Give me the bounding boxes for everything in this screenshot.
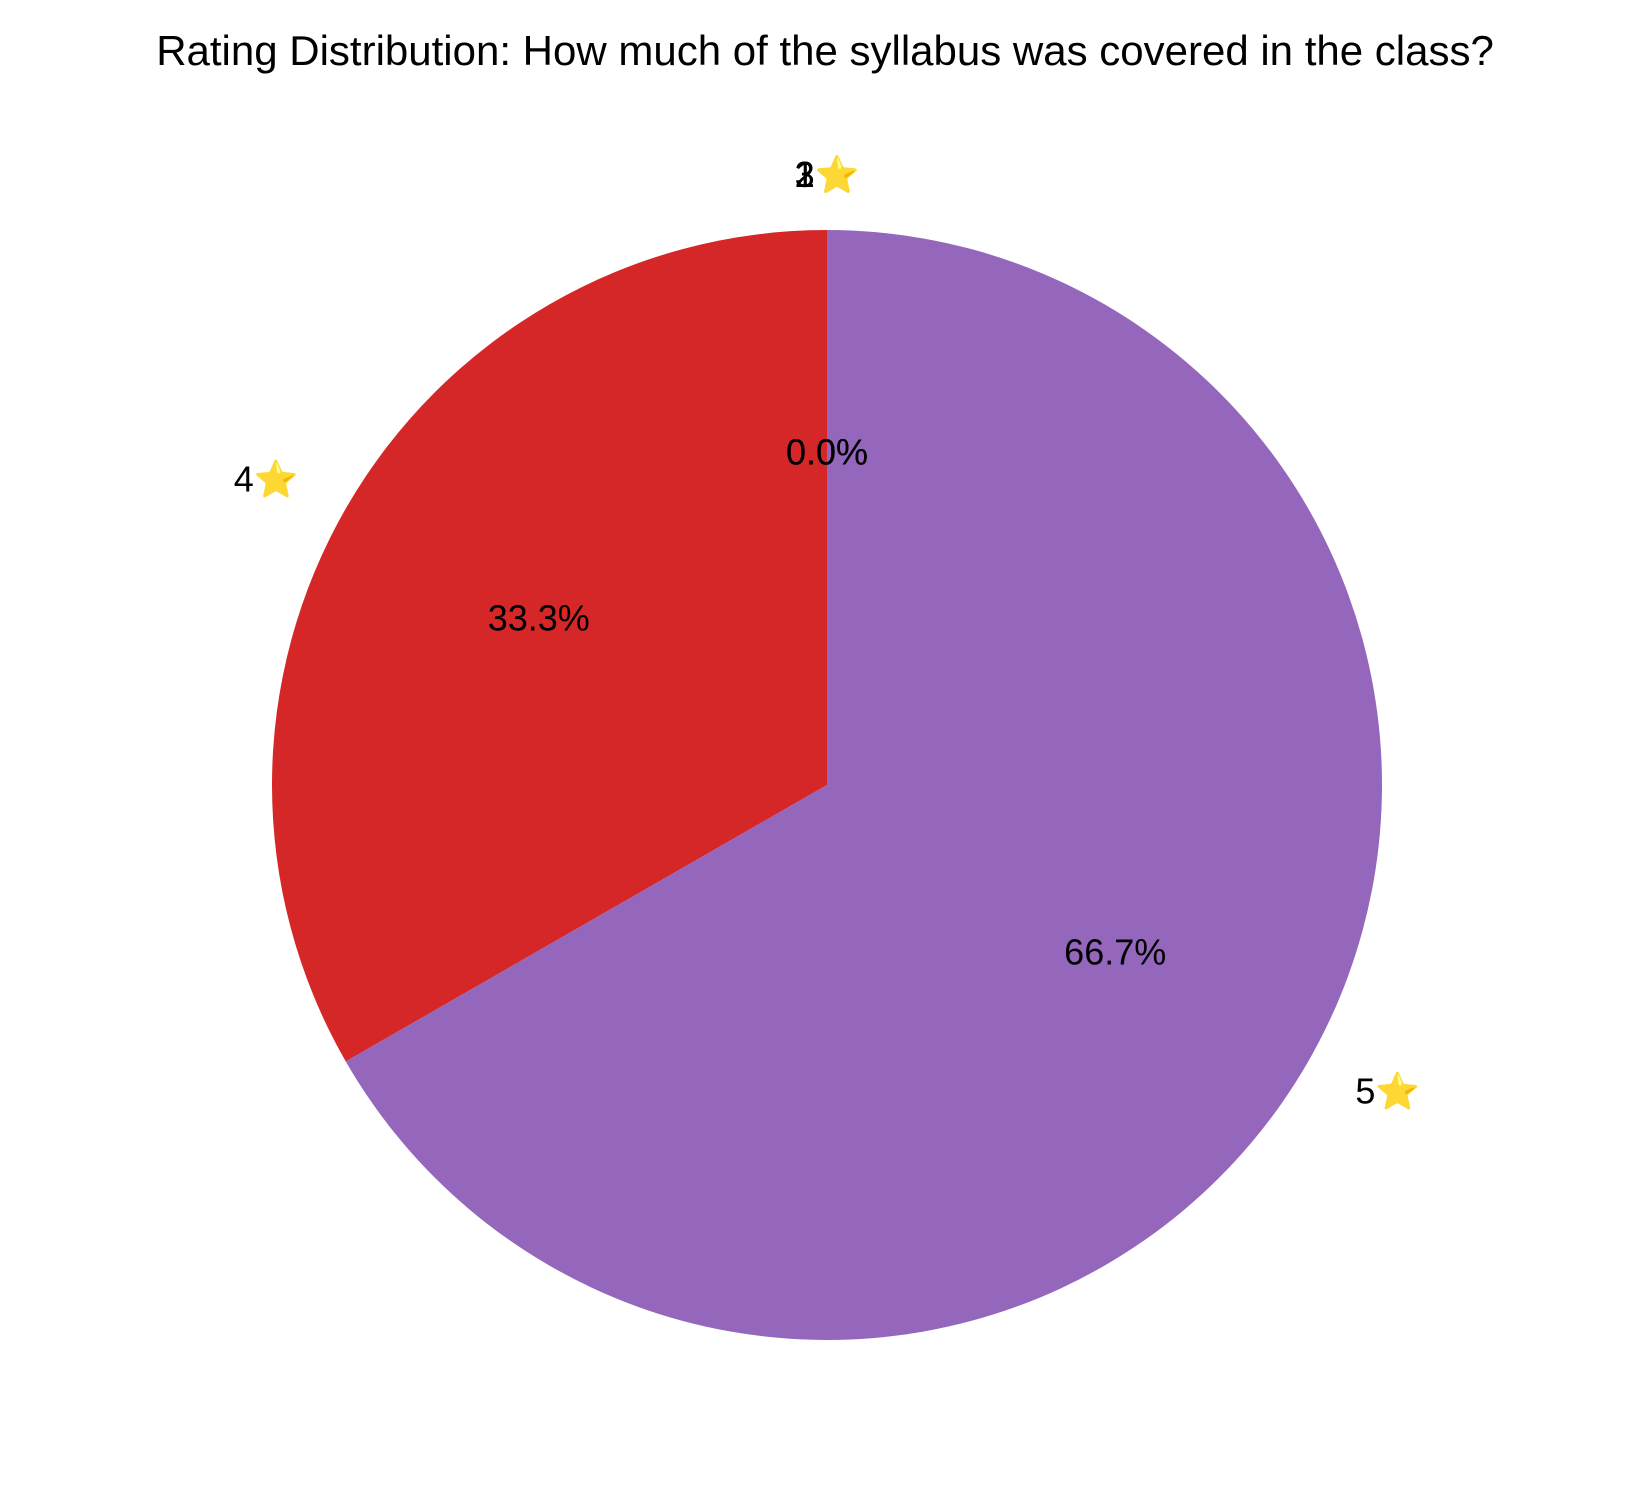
pie-percent-label-1: 0.0%	[786, 432, 868, 473]
pie-percent-label-4: 33.3%	[488, 598, 590, 639]
pie-percent-label-3: 0.0%	[786, 432, 868, 473]
pie-category-label-5: 5⭐	[1355, 1070, 1420, 1111]
pie-slice-5	[345, 230, 1383, 1340]
pie-percent-label-5: 66.7%	[1064, 931, 1166, 972]
pie-slice-4	[271, 230, 827, 1062]
pie-slices	[271, 230, 1383, 1340]
pie-category-label-2: 2⭐	[795, 154, 860, 195]
pie-percent-label-2: 0.0%	[786, 432, 868, 473]
pie-category-label-3: 3⭐	[795, 154, 860, 195]
chart-title: Rating Distribution: How much of the syl…	[156, 27, 1494, 74]
percent-labels: 0.0%0.0%0.0%33.3%66.7%	[488, 432, 1167, 973]
pie-category-label-1: 1⭐	[795, 154, 860, 195]
pie-category-label-4: 4⭐	[234, 459, 299, 500]
slice-labels: 1⭐2⭐3⭐ 4⭐ 5⭐	[234, 154, 1420, 1111]
